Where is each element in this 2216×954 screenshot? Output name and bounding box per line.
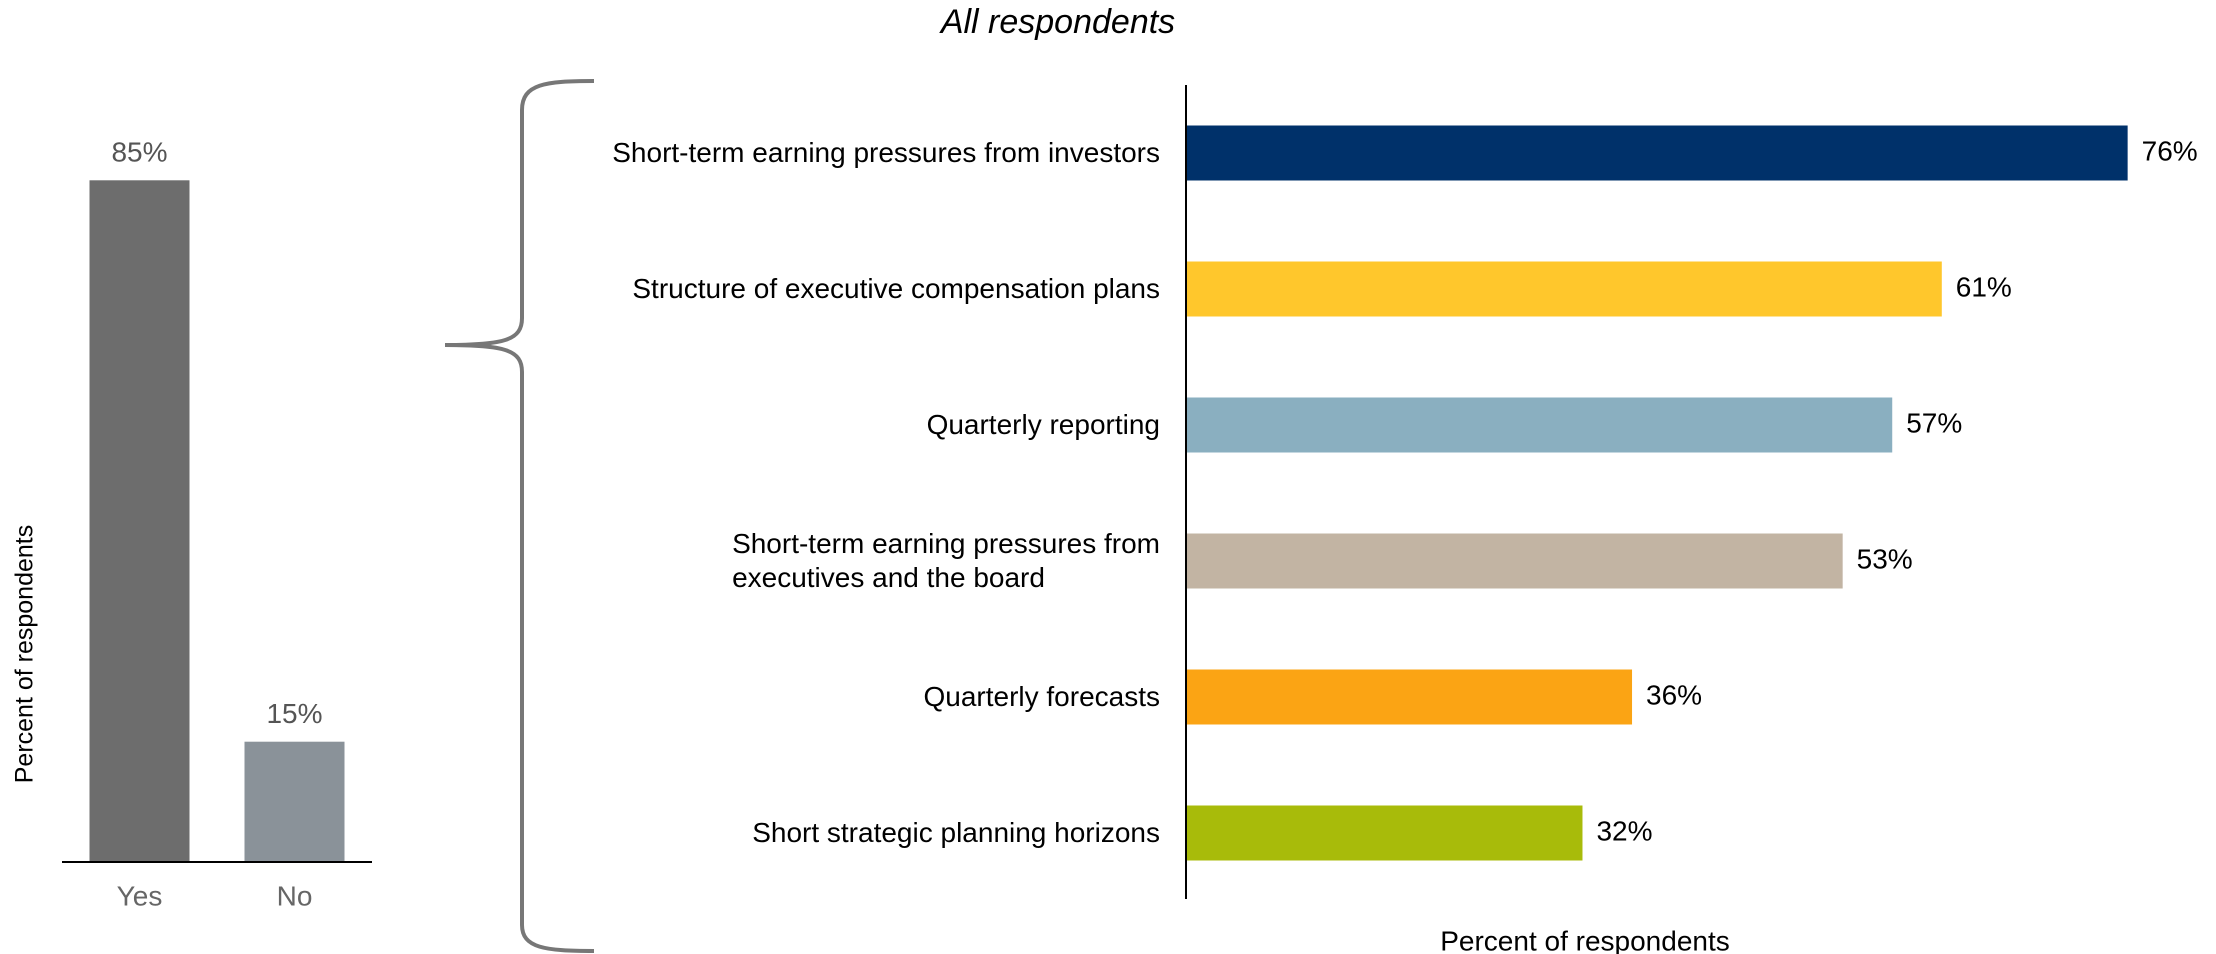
value-label: 57%: [1906, 407, 1962, 438]
value-label: 85%: [111, 137, 167, 168]
value-label: 36%: [1646, 679, 1702, 710]
category-label: Short-term earning pressures from invest…: [612, 137, 1160, 168]
category-label: Quarterly reporting: [926, 409, 1160, 440]
value-label: 61%: [1956, 271, 2012, 302]
bar: [1186, 261, 1942, 317]
value-label: 53%: [1857, 543, 1913, 574]
bar: [1186, 805, 1583, 861]
category-label: Structure of executive compensation plan…: [632, 273, 1160, 304]
bar: [1186, 397, 1893, 453]
bar: [1186, 533, 1843, 589]
brace: [444, 79, 595, 953]
x-tick-label: No: [277, 880, 313, 911]
bar: [89, 180, 190, 863]
bar: [1186, 125, 2128, 181]
y-axis-label: Percent of respondents: [11, 525, 39, 784]
category-label: Short-term earning pressures from execut…: [732, 528, 1160, 593]
value-label: 15%: [266, 698, 322, 729]
bar: [244, 741, 345, 862]
chart-title: All respondents: [939, 3, 1175, 41]
x-tick-label: Yes: [117, 880, 163, 911]
bar: [1186, 669, 1633, 725]
x-axis-label: Percent of respondents: [1440, 925, 1730, 954]
category-label: Quarterly forecasts: [923, 681, 1160, 712]
category-label: Short strategic planning horizons: [752, 817, 1160, 848]
value-label: 32%: [1596, 815, 1652, 846]
value-label: 76%: [2142, 135, 2198, 166]
